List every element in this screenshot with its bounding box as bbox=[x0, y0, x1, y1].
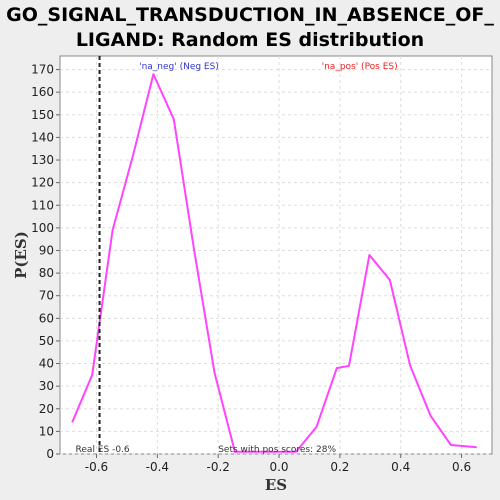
y-tick-label: 10 bbox=[39, 424, 54, 438]
plot-area bbox=[59, 55, 493, 455]
y-tick-label: 100 bbox=[31, 221, 54, 235]
y-tick-label: 90 bbox=[39, 243, 54, 257]
x-tick-label: -0.2 bbox=[206, 460, 229, 474]
es-distribution-line bbox=[71, 73, 477, 453]
y-tick-label: 0 bbox=[46, 447, 54, 461]
x-tick-label: 0.4 bbox=[391, 460, 410, 474]
y-tick-label: 60 bbox=[39, 311, 54, 325]
y-tick-label: 120 bbox=[31, 176, 54, 190]
x-tick-label: 0.6 bbox=[452, 460, 471, 474]
y-tick-label: 140 bbox=[31, 130, 54, 144]
x-tick-label: 0.0 bbox=[269, 460, 288, 474]
axis-ticks: 0 10 20 30 40 50 60 70 80 90 100 110 120 130 140 150 160… bbox=[31, 63, 471, 474]
real-es-label: Real ES -0.6 bbox=[76, 445, 130, 455]
y-axis-label: P(ES) bbox=[12, 231, 30, 279]
y-tick-label: 170 bbox=[31, 63, 54, 77]
legend-pos-es: 'na_pos' (Pos ES) bbox=[322, 62, 398, 72]
grid-lines bbox=[60, 56, 492, 455]
series-layer bbox=[71, 73, 477, 453]
x-tick-label: -0.4 bbox=[146, 460, 169, 474]
y-tick-label: 80 bbox=[39, 266, 54, 280]
y-tick-label: 40 bbox=[39, 357, 54, 371]
y-tick-label: 110 bbox=[31, 198, 54, 212]
x-axis-label: ES bbox=[265, 476, 287, 494]
chart-title-line-1: GO_SIGNAL_TRANSDUCTION_IN_ABSENCE_OF_ bbox=[6, 4, 494, 26]
y-tick-label: 30 bbox=[39, 379, 54, 393]
y-tick-label: 20 bbox=[39, 402, 54, 416]
chart-title-line-2: LIGAND: Random ES distribution bbox=[76, 29, 424, 51]
x-tick-label: 0.2 bbox=[330, 460, 349, 474]
y-tick-label: 150 bbox=[31, 108, 54, 122]
y-tick-label: 70 bbox=[39, 289, 54, 303]
y-tick-label: 130 bbox=[31, 153, 54, 167]
x-tick-label: -0.6 bbox=[85, 460, 108, 474]
y-tick-label: 160 bbox=[31, 85, 54, 99]
pos-scores-annotation: Sets with pos scores: 28% bbox=[218, 445, 336, 455]
y-tick-label: 50 bbox=[39, 334, 54, 348]
legend-neg-es: 'na_neg' (Neg ES) bbox=[139, 62, 219, 72]
